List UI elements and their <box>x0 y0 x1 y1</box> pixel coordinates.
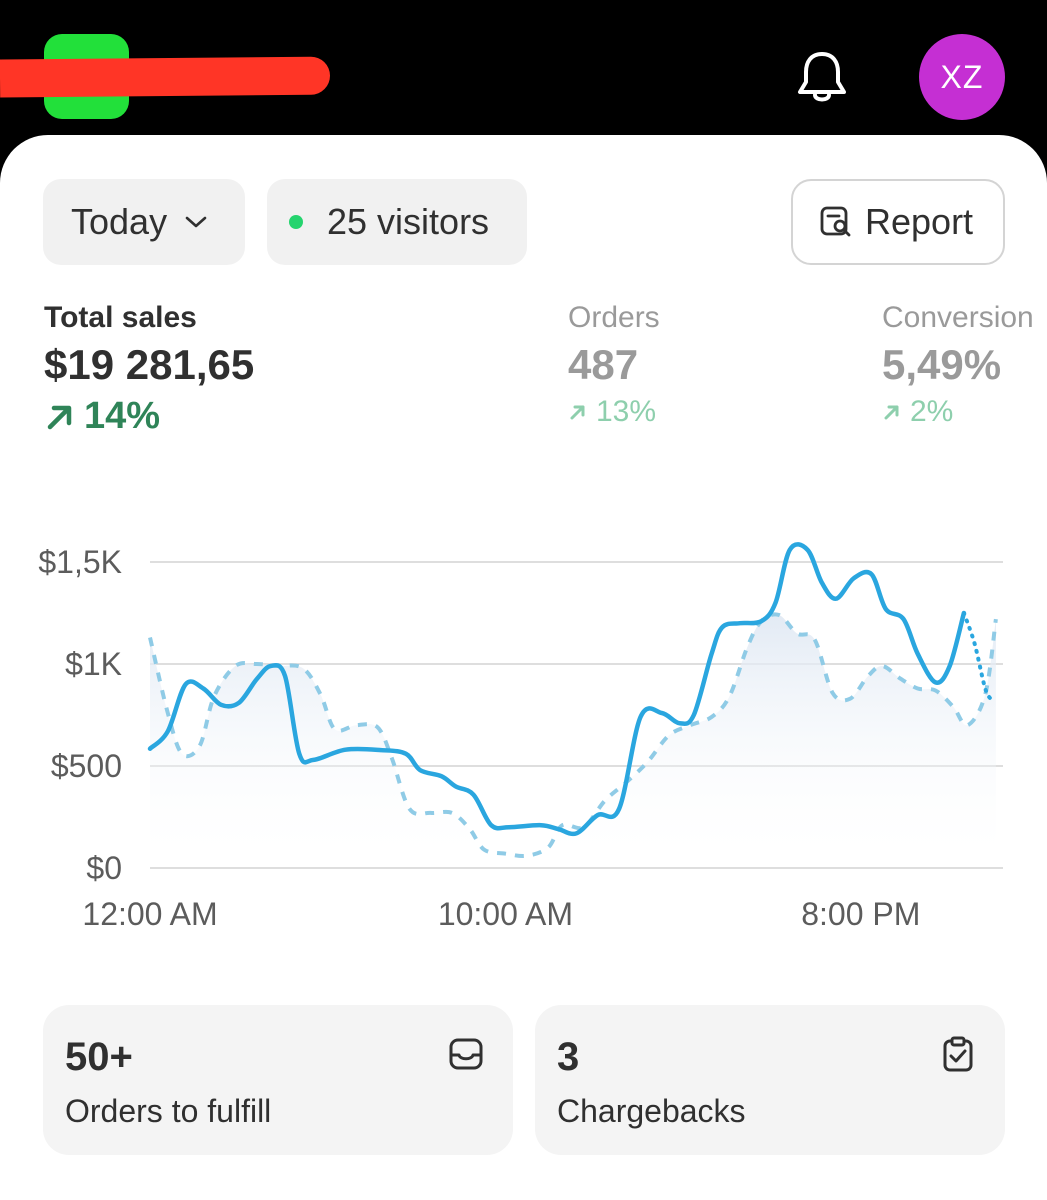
x-tick-label: 10:00 AM <box>438 896 573 932</box>
card-value: 3 <box>557 1035 580 1079</box>
dashboard-sheet: Today 25 visitors Report Total sales $19… <box>0 135 1047 1200</box>
report-icon <box>820 206 851 237</box>
visitors-label: 25 visitors <box>327 201 490 242</box>
x-tick-label: 12:00 AM <box>82 896 217 932</box>
metric-delta-value: 2% <box>910 395 954 428</box>
inbox-icon <box>449 1038 483 1070</box>
user-avatar[interactable]: XZ <box>919 34 1005 120</box>
metric-delta-value: 13% <box>596 395 657 428</box>
series-area <box>150 614 996 868</box>
metric-label: Orders <box>568 301 660 334</box>
orders-to-fulfill-card[interactable]: 50+ Orders to fulfill <box>43 1005 513 1155</box>
metric-total-sales[interactable]: Total sales $19 281,65 14% <box>44 301 254 438</box>
x-tick-label: 8:00 PM <box>801 896 920 932</box>
arrow-up-right-icon <box>570 405 585 420</box>
redacted-store-name <box>0 56 331 98</box>
card-label: Chargebacks <box>557 1093 746 1129</box>
metric-conversion[interactable]: Conversion 5,49% 2% <box>882 301 1034 429</box>
notifications-bell-icon[interactable] <box>794 48 850 108</box>
y-tick-label: $500 <box>51 748 122 784</box>
metric-label: Conversion <box>882 301 1034 334</box>
y-tick-label: $1,5K <box>38 544 122 580</box>
live-dot-icon <box>289 215 303 229</box>
sales-chart[interactable]: $1,5K $1K $500 $0 12:00 AM 10:00 AM 8:00 PM <box>0 520 1047 960</box>
metric-label: Total sales <box>44 301 197 334</box>
metric-orders[interactable]: Orders 487 13% <box>568 301 660 429</box>
report-label: Report <box>865 201 974 242</box>
report-button[interactable]: Report <box>791 179 1005 265</box>
metric-delta: 14% <box>44 395 254 438</box>
metric-value: 5,49% <box>882 341 1002 388</box>
y-tick-label: $0 <box>86 850 122 886</box>
series-line-projection <box>961 611 995 703</box>
chevron-down-icon <box>185 216 207 228</box>
y-tick-label: $1K <box>65 646 122 682</box>
period-label: Today <box>71 201 168 242</box>
series-line-today <box>147 542 967 837</box>
arrow-up-right-icon <box>884 405 899 420</box>
app-header: XZ <box>0 0 1047 140</box>
series-line-comparison <box>148 612 998 859</box>
metric-delta-value: 14% <box>84 395 161 437</box>
card-label: Orders to fulfill <box>65 1093 272 1129</box>
metric-delta: 2% <box>882 395 1034 429</box>
metric-value: 487 <box>568 341 639 388</box>
card-value: 50+ <box>65 1035 133 1079</box>
chargebacks-card[interactable]: 3 Chargebacks <box>535 1005 1005 1155</box>
metric-value: $19 281,65 <box>44 341 255 388</box>
clipboard-check-icon <box>943 1036 973 1072</box>
metric-delta: 13% <box>568 395 660 429</box>
arrow-up-right-icon <box>47 405 72 429</box>
period-selector[interactable]: Today <box>43 179 245 265</box>
live-visitors-badge[interactable]: 25 visitors <box>267 179 527 265</box>
